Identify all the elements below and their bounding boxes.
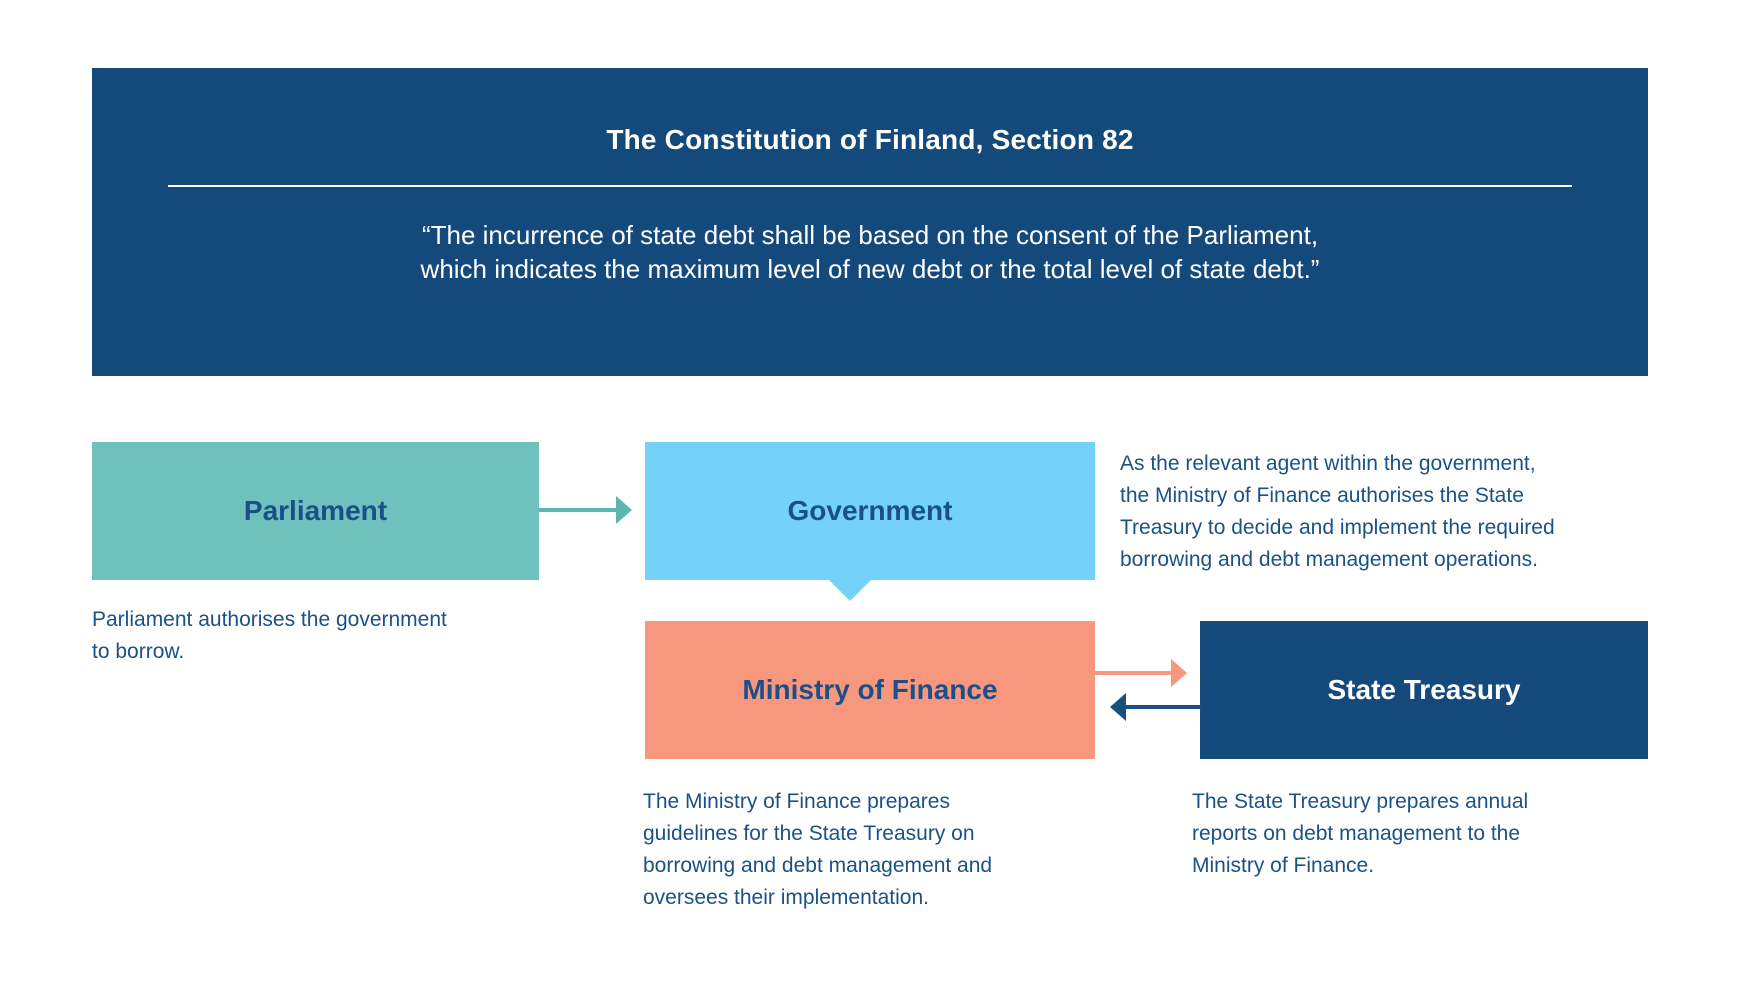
government-to-ministry-pointer bbox=[828, 579, 872, 601]
ministry-agent-description-line-1: As the relevant agent within the governm… bbox=[1120, 452, 1536, 475]
ministry-description: The Ministry of Finance prepares guideli… bbox=[643, 786, 992, 914]
government-node: Government bbox=[645, 442, 1095, 580]
ministry-description-line-1: The Ministry of Finance prepares bbox=[643, 790, 950, 813]
treasury-description-line-1: The State Treasury prepares annual bbox=[1192, 790, 1529, 813]
treasury-description-line-2: reports on debt management to the bbox=[1192, 822, 1521, 845]
constitution-header-panel: The Constitution of Finland, Section 82 … bbox=[92, 68, 1648, 376]
parliament-description-line-2: to borrow. bbox=[92, 640, 185, 663]
government-node-label: Government bbox=[787, 495, 953, 526]
ministry-agent-description-line-4: borrowing and debt management operations… bbox=[1120, 548, 1538, 571]
parliament-to-government-arrow-line bbox=[539, 508, 618, 512]
ministry-of-finance-node: Ministry of Finance bbox=[645, 621, 1095, 759]
ministry-to-treasury-arrow-line bbox=[1095, 671, 1173, 675]
treasury-to-ministry-arrow-line bbox=[1126, 705, 1201, 709]
ministry-node-label: Ministry of Finance bbox=[742, 674, 998, 705]
parliament-description: Parliament authorises the government to … bbox=[92, 604, 447, 668]
state-treasury-node: State Treasury bbox=[1200, 621, 1648, 759]
parliament-node: Parliament bbox=[92, 442, 539, 580]
ministry-agent-description-line-3: Treasury to decide and implement the req… bbox=[1120, 516, 1555, 539]
treasury-to-ministry-arrowhead-icon bbox=[1110, 693, 1126, 721]
ministry-agent-description-line-2: the Ministry of Finance authorises the S… bbox=[1120, 484, 1524, 507]
ministry-description-line-2: guidelines for the State Treasury on bbox=[643, 822, 975, 845]
parliament-description-line-1: Parliament authorises the government bbox=[92, 608, 447, 631]
treasury-description: The State Treasury prepares annual repor… bbox=[1192, 786, 1528, 882]
parliament-to-government-arrowhead-icon bbox=[616, 496, 632, 524]
ministry-description-line-3: borrowing and debt management and bbox=[643, 854, 993, 877]
quote-line-1: “The incurrence of state debt shall be b… bbox=[421, 220, 1319, 250]
quote-line-2: which indicates the maximum level of new… bbox=[420, 254, 1320, 284]
header-title: The Constitution of Finland, Section 82 bbox=[606, 124, 1134, 155]
header-divider bbox=[168, 185, 1572, 187]
ministry-agent-description: As the relevant agent within the governm… bbox=[1120, 448, 1555, 576]
ministry-description-line-4: oversees their implementation. bbox=[643, 886, 929, 909]
parliament-node-label: Parliament bbox=[243, 495, 388, 526]
constitution-quote: “The incurrence of state debt shall be b… bbox=[92, 218, 1648, 286]
treasury-description-line-3: Ministry of Finance. bbox=[1192, 854, 1375, 877]
ministry-to-treasury-arrowhead-icon bbox=[1171, 659, 1187, 687]
treasury-node-label: State Treasury bbox=[1327, 674, 1521, 705]
